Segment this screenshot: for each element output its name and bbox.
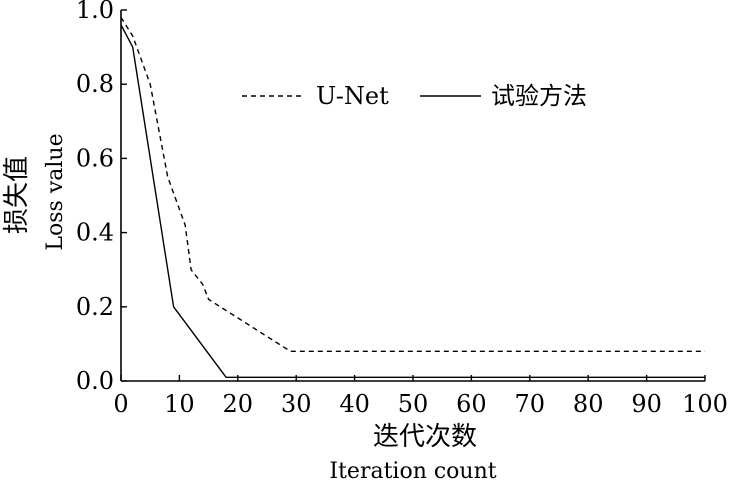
x-axis-title: 迭代次数: [373, 422, 477, 452]
x-tick-label: 10: [164, 390, 195, 418]
x-tick-label: 50: [398, 390, 429, 418]
x-tick-label: 40: [339, 390, 370, 418]
y-tick-label: 1.0: [76, 0, 114, 24]
y-axis-title: 损失值: [2, 156, 32, 234]
x-tick-label: 30: [281, 390, 312, 418]
x-axis-title-en: Iteration count: [329, 459, 496, 484]
x-tick-label: 60: [456, 390, 487, 418]
x-tick-label: 80: [573, 390, 604, 418]
y-tick-label: 0.0: [76, 367, 114, 395]
series-line-unet: [120, 17, 705, 352]
legend-label-test-method: 试验方法: [491, 82, 587, 110]
x-tick-label: 0: [113, 390, 128, 418]
tick-labels: 0 10 20 30 40 50 60 70 80 90 100 0.0 0.2 0.4 0.6 0.8 1.0: [76, 0, 728, 418]
y-axis-title-en: Loss value: [43, 133, 68, 250]
y-tick-label: 0.8: [76, 70, 114, 98]
axes: [120, 9, 706, 382]
x-tick-label: 20: [223, 390, 254, 418]
y-tick-label: 0.6: [76, 144, 114, 172]
legend-label-unet: U-Net: [316, 82, 389, 110]
legend: U-Net 试验方法: [242, 82, 587, 110]
y-tick-label: 0.2: [76, 293, 114, 321]
y-tick-label: 0.4: [76, 219, 114, 247]
x-tick-label: 100: [682, 390, 728, 418]
x-tick-label: 90: [631, 390, 662, 418]
x-tick-label: 70: [515, 390, 546, 418]
series-line-test-method: [120, 24, 705, 378]
series-layer: [120, 17, 705, 378]
